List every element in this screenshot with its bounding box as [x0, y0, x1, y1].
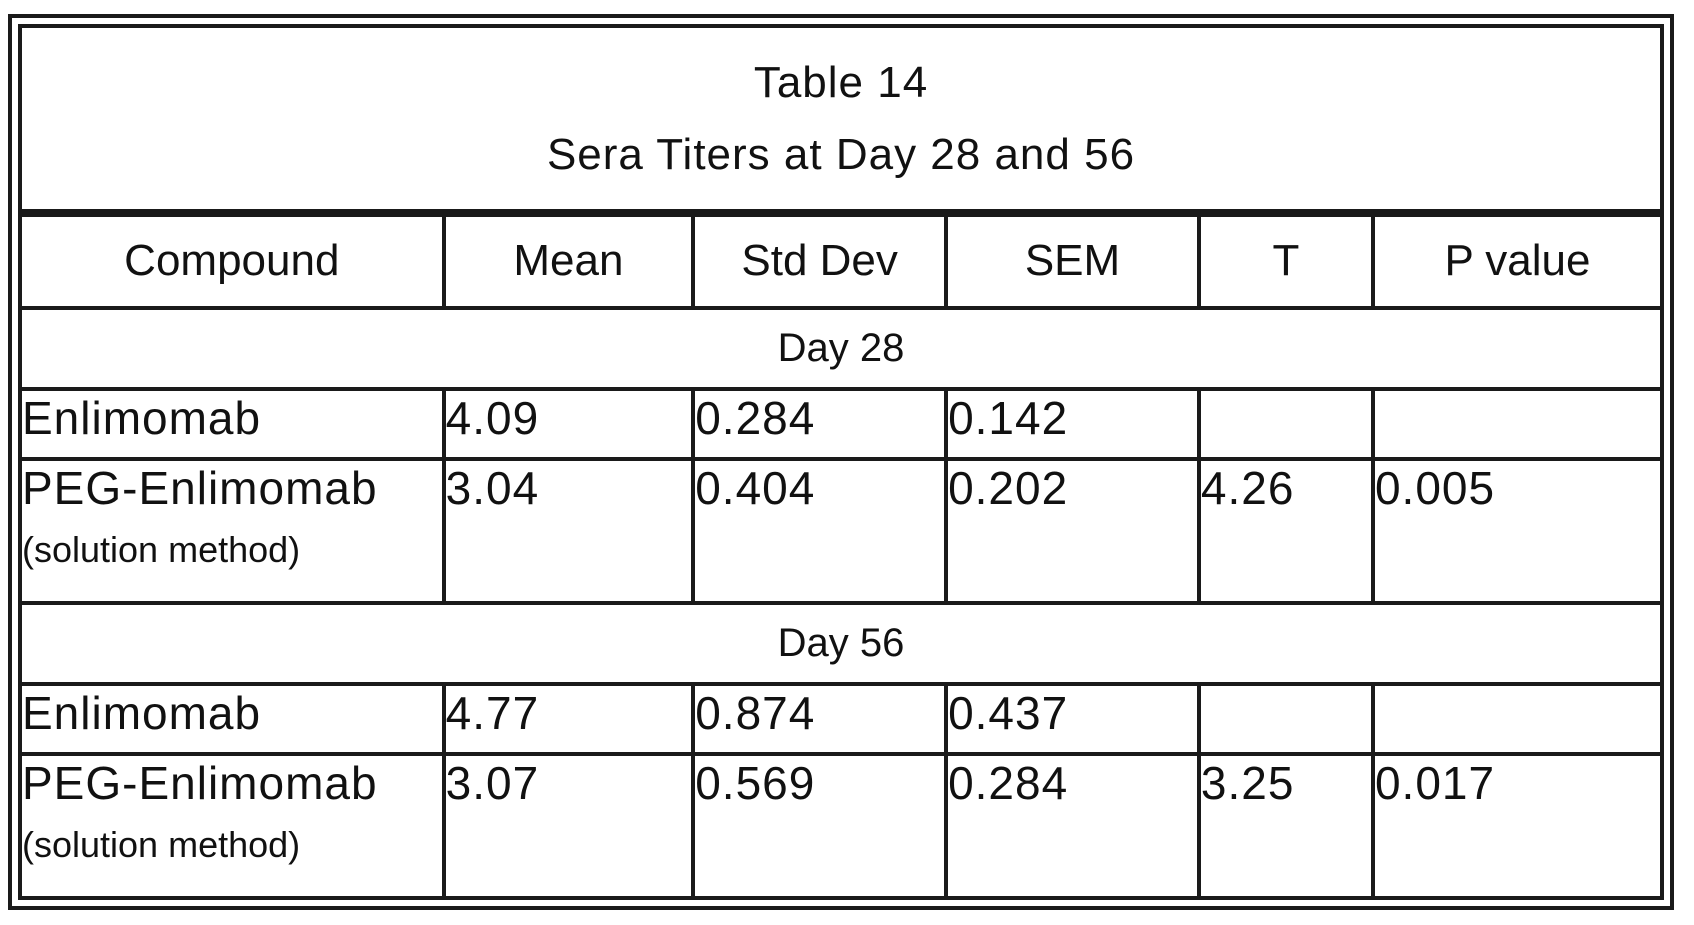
- std-dev-cell: 0.284: [691, 386, 949, 461]
- sem-cell: 0.202: [944, 456, 1201, 605]
- col-header-p-value: P value: [1370, 211, 1665, 310]
- t-cell: [1196, 681, 1375, 756]
- compound-cell: PEG-Enlimomab (solution method): [18, 751, 446, 901]
- table-row: Enlimomab 4.77 0.874 0.437: [18, 681, 1665, 756]
- table-caption: Table 14 Sera Titers at Day 28 and 56: [18, 23, 1664, 218]
- table-title: Table 14: [753, 57, 929, 107]
- compound-cell: Enlimomab: [18, 386, 446, 461]
- sem-cell: 0.284: [944, 751, 1201, 901]
- p-value-cell: [1370, 681, 1665, 756]
- mean-cell: 3.07: [441, 751, 696, 901]
- col-header-std-dev: Std Dev: [691, 211, 949, 310]
- sera-titers-table: Table 14 Sera Titers at Day 28 and 56 Co…: [18, 23, 1665, 901]
- std-dev-cell: 0.569: [691, 751, 949, 901]
- mean-cell: 3.04: [441, 456, 696, 605]
- section-label: Day 28: [18, 305, 1664, 391]
- p-value-cell: 0.017: [1370, 751, 1665, 901]
- t-cell: 4.26: [1196, 456, 1375, 605]
- mean-cell: 4.77: [441, 681, 696, 756]
- p-value-cell: 0.005: [1370, 456, 1665, 605]
- mean-cell: 4.09: [441, 386, 696, 461]
- header-row: Compound Mean Std Dev SEM T P value: [18, 211, 1665, 310]
- table-row: PEG-Enlimomab (solution method) 3.07 0.5…: [18, 751, 1665, 901]
- compound-name: PEG-Enlimomab: [22, 756, 378, 809]
- compound-name: Enlimomab: [22, 686, 262, 739]
- compound-cell: Enlimomab: [18, 681, 446, 756]
- compound-name: Enlimomab: [22, 391, 262, 444]
- t-cell: 3.25: [1196, 751, 1375, 901]
- col-header-t: T: [1196, 211, 1375, 310]
- col-header-mean: Mean: [441, 211, 696, 310]
- table-row: Enlimomab 4.09 0.284 0.142: [18, 386, 1665, 461]
- sem-cell: 0.437: [944, 681, 1201, 756]
- table-row: PEG-Enlimomab (solution method) 3.04 0.4…: [18, 456, 1665, 605]
- col-header-sem: SEM: [944, 211, 1201, 310]
- table-subtitle: Sera Titers at Day 28 and 56: [546, 129, 1136, 179]
- col-header-compound: Compound: [18, 211, 446, 310]
- p-value-cell: [1370, 386, 1665, 461]
- compound-cell: PEG-Enlimomab (solution method): [18, 456, 446, 605]
- sem-cell: 0.142: [944, 386, 1201, 461]
- std-dev-cell: 0.404: [691, 456, 949, 605]
- section-row-day-28: Day 28: [18, 305, 1664, 391]
- compound-method: (solution method): [22, 528, 301, 570]
- std-dev-cell: 0.874: [691, 681, 949, 756]
- compound-method: (solution method): [22, 823, 301, 865]
- section-label: Day 56: [18, 600, 1664, 686]
- table-frame: Table 14 Sera Titers at Day 28 and 56 Co…: [8, 14, 1674, 910]
- section-row-day-56: Day 56: [18, 600, 1664, 686]
- compound-name: PEG-Enlimomab: [22, 461, 378, 514]
- t-cell: [1196, 386, 1375, 461]
